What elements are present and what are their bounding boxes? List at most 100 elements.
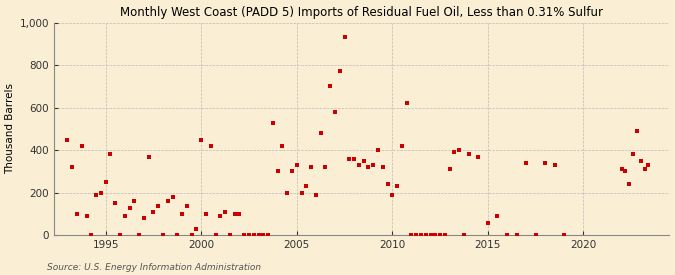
Point bbox=[559, 233, 570, 238]
Point bbox=[90, 193, 101, 197]
Point bbox=[167, 195, 178, 199]
Point bbox=[454, 148, 464, 152]
Point bbox=[511, 233, 522, 238]
Point bbox=[549, 163, 560, 167]
Point bbox=[401, 101, 412, 106]
Point bbox=[306, 165, 317, 169]
Point bbox=[368, 163, 379, 167]
Point bbox=[101, 180, 111, 184]
Point bbox=[138, 216, 149, 221]
Point bbox=[196, 137, 207, 142]
Point bbox=[292, 163, 302, 167]
Point bbox=[296, 191, 307, 195]
Point bbox=[76, 144, 87, 148]
Point bbox=[520, 161, 531, 165]
Point bbox=[258, 233, 269, 238]
Point bbox=[287, 169, 298, 174]
Point bbox=[277, 144, 288, 148]
Y-axis label: Thousand Barrels: Thousand Barrels bbox=[5, 83, 16, 174]
Point bbox=[635, 159, 646, 163]
Point bbox=[320, 165, 331, 169]
Point bbox=[473, 154, 484, 159]
Point bbox=[282, 191, 293, 195]
Point bbox=[301, 184, 312, 189]
Point bbox=[449, 150, 460, 155]
Point bbox=[439, 233, 450, 238]
Point bbox=[416, 233, 427, 238]
Point bbox=[373, 148, 383, 152]
Point bbox=[624, 182, 634, 186]
Point bbox=[163, 199, 173, 204]
Point bbox=[349, 156, 360, 161]
Point bbox=[344, 156, 355, 161]
Point bbox=[172, 233, 183, 238]
Point bbox=[639, 167, 650, 172]
Point bbox=[253, 233, 264, 238]
Point bbox=[430, 233, 441, 238]
Point bbox=[315, 131, 326, 135]
Point bbox=[115, 233, 126, 238]
Point bbox=[263, 233, 273, 238]
Point bbox=[425, 233, 436, 238]
Point bbox=[334, 69, 345, 74]
Point bbox=[421, 233, 431, 238]
Point bbox=[531, 233, 541, 238]
Point bbox=[392, 184, 402, 189]
Point bbox=[81, 214, 92, 218]
Point bbox=[182, 203, 192, 208]
Point bbox=[492, 214, 503, 218]
Point bbox=[210, 233, 221, 238]
Point bbox=[325, 84, 335, 89]
Point bbox=[158, 233, 169, 238]
Point bbox=[239, 233, 250, 238]
Point bbox=[143, 154, 154, 159]
Point bbox=[358, 159, 369, 163]
Point bbox=[363, 165, 374, 169]
Point bbox=[177, 212, 188, 216]
Point bbox=[110, 201, 121, 206]
Point bbox=[411, 233, 422, 238]
Point bbox=[234, 212, 245, 216]
Point bbox=[230, 212, 240, 216]
Point bbox=[244, 233, 254, 238]
Point bbox=[86, 233, 97, 238]
Point bbox=[620, 169, 631, 174]
Point bbox=[67, 165, 78, 169]
Point bbox=[339, 35, 350, 40]
Point bbox=[540, 161, 551, 165]
Point bbox=[483, 220, 493, 225]
Point bbox=[463, 152, 474, 157]
Point bbox=[119, 214, 130, 218]
Point bbox=[387, 193, 398, 197]
Point bbox=[95, 191, 106, 195]
Point bbox=[329, 110, 340, 114]
Point bbox=[124, 205, 135, 210]
Point bbox=[205, 144, 216, 148]
Point bbox=[267, 120, 278, 125]
Point bbox=[129, 199, 140, 204]
Point bbox=[502, 233, 512, 238]
Point bbox=[200, 212, 211, 216]
Point bbox=[186, 233, 197, 238]
Point bbox=[225, 233, 236, 238]
Point bbox=[272, 169, 283, 174]
Point bbox=[616, 167, 627, 172]
Point bbox=[377, 165, 388, 169]
Point bbox=[153, 203, 163, 208]
Point bbox=[148, 210, 159, 214]
Point bbox=[310, 193, 321, 197]
Point bbox=[354, 163, 364, 167]
Title: Monthly West Coast (PADD 5) Imports of Residual Fuel Oil, Less than 0.31% Sulfur: Monthly West Coast (PADD 5) Imports of R… bbox=[120, 6, 603, 18]
Point bbox=[382, 182, 393, 186]
Point bbox=[406, 233, 417, 238]
Point bbox=[72, 212, 82, 216]
Point bbox=[215, 214, 225, 218]
Point bbox=[444, 167, 455, 172]
Point bbox=[134, 233, 144, 238]
Point bbox=[435, 233, 446, 238]
Point bbox=[62, 137, 73, 142]
Point bbox=[628, 152, 639, 157]
Point bbox=[458, 233, 469, 238]
Point bbox=[220, 210, 231, 214]
Point bbox=[248, 233, 259, 238]
